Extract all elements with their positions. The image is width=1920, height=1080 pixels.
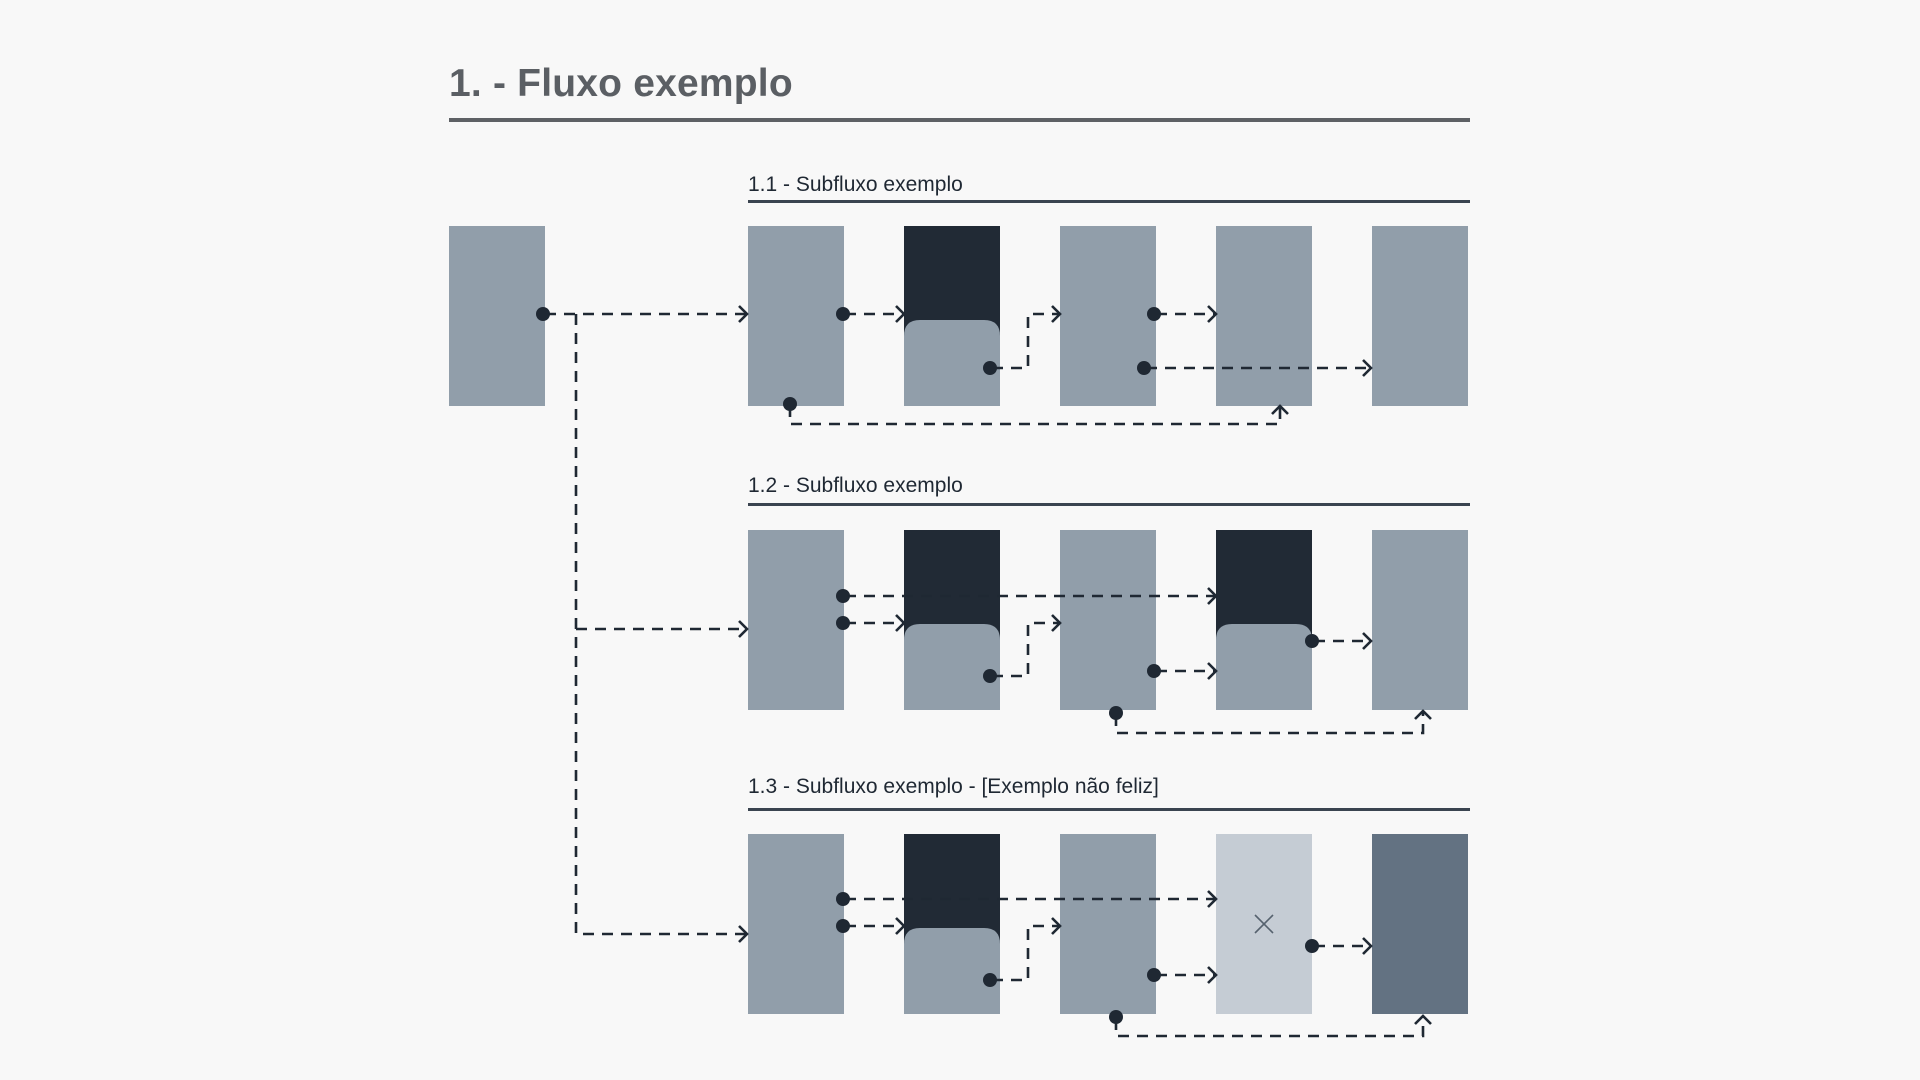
arrow-right-icon: [1051, 917, 1062, 935]
subflow-2-divider: [748, 503, 1470, 506]
connector-start-dot: [1147, 664, 1161, 678]
arrow-right-icon: [1362, 632, 1373, 650]
flow-2-screen-5: [1372, 530, 1468, 710]
dashed-connector: [992, 621, 1059, 678]
screen-body: [1060, 834, 1156, 1014]
screen-body: [1216, 226, 1312, 406]
arrow-right-icon: [1362, 359, 1373, 377]
connector-start-dot: [1109, 706, 1123, 720]
subflow-1-title: 1.1 - Subfluxo exemplo: [748, 173, 963, 196]
arrow-up-icon: [1414, 709, 1432, 720]
flow-3-screen-3: [1060, 834, 1156, 1014]
arrow-right-icon: [1207, 587, 1218, 605]
flow-3-screen-with-dark-header-2: [904, 834, 1000, 1014]
flow-2-screen-1: [748, 530, 844, 710]
connector-start-dot: [836, 616, 850, 630]
connector-start-dot: [1305, 634, 1319, 648]
arrow-right-icon: [1362, 937, 1373, 955]
connector-start-dot: [983, 361, 997, 375]
start-screen: [449, 226, 545, 406]
arrow-up-icon: [1271, 404, 1289, 415]
dashed-connector: [1114, 1017, 1425, 1038]
screen-body: [1372, 530, 1468, 710]
flow-1-screen-5: [1372, 226, 1468, 406]
arrow-right-icon: [895, 614, 906, 632]
arrow-right-icon: [738, 620, 749, 638]
flow-3-screen-dark-5: [1372, 834, 1468, 1014]
connectors-layer: [545, 312, 1425, 1038]
connector-start-dot: [836, 589, 850, 603]
flow-2-screen-3: [1060, 530, 1156, 710]
dashed-connector: [788, 406, 1282, 426]
subflow-2-title: 1.2 - Subfluxo exemplo: [748, 474, 963, 497]
close-icon: [1254, 914, 1274, 934]
connector-start-dot: [1109, 1010, 1123, 1024]
connector-start-dot: [1137, 361, 1151, 375]
connector-start-dot: [836, 892, 850, 906]
connector-start-dot: [783, 397, 797, 411]
flow-1-screen-3: [1060, 226, 1156, 406]
screen-body: [1060, 226, 1156, 406]
flow-3-screen-1: [748, 834, 844, 1014]
markers-layer: [536, 305, 1432, 1025]
dashed-connector: [992, 924, 1059, 982]
screen-body: [1372, 226, 1468, 406]
arrow-right-icon: [1207, 966, 1218, 984]
flow-3-screen-disabled-4: [1216, 834, 1312, 1014]
page-title: 1. - Fluxo exemplo: [449, 62, 793, 105]
subflow-3-title: 1.3 - Subfluxo exemplo - [Exemplo não fe…: [748, 775, 1159, 798]
screen-sheet: [1216, 624, 1312, 710]
flow-2-screen-with-dark-header-4: [1216, 530, 1312, 710]
flow-2-screen-with-dark-header-2: [904, 530, 1000, 710]
start-trunk: [574, 314, 746, 936]
connector-start-dot: [836, 919, 850, 933]
arrow-right-icon: [738, 305, 749, 323]
arrow-right-icon: [1207, 890, 1218, 908]
connector-start-dot: [1147, 307, 1161, 321]
connector-start-dot: [536, 307, 550, 321]
screen-body: [748, 226, 844, 406]
subflow-3-divider: [748, 808, 1470, 811]
screen-body: [748, 530, 844, 710]
arrow-right-icon: [1207, 305, 1218, 323]
subflow-1-divider: [748, 200, 1470, 203]
connector-start-dot: [1147, 968, 1161, 982]
page-title-divider: [449, 118, 1470, 122]
screen-sheet: [904, 320, 1000, 406]
screens-layer: [449, 226, 1468, 1014]
screen-sheet: [904, 928, 1000, 1014]
flow-1-screen-with-dark-header-2: [904, 226, 1000, 406]
screen-body: [1372, 834, 1468, 1014]
screen-body: [748, 834, 844, 1014]
connector-start-dot: [983, 973, 997, 987]
dashed-connector: [992, 312, 1059, 370]
dashed-connector: [1114, 712, 1425, 735]
connector-start-dot: [1305, 939, 1319, 953]
arrow-right-icon: [1051, 614, 1062, 632]
arrow-right-icon: [738, 925, 749, 943]
arrow-right-icon: [895, 305, 906, 323]
connector-start-dot: [983, 669, 997, 683]
flow-1-screen-4: [1216, 226, 1312, 406]
screen-body: [1060, 530, 1156, 710]
arrow-up-icon: [1414, 1014, 1432, 1025]
arrow-right-icon: [1051, 305, 1062, 323]
arrow-right-icon: [1207, 662, 1218, 680]
connector-start-dot: [836, 307, 850, 321]
screen-sheet: [904, 624, 1000, 710]
flow-1-screen-1: [748, 226, 844, 406]
arrow-right-icon: [895, 917, 906, 935]
